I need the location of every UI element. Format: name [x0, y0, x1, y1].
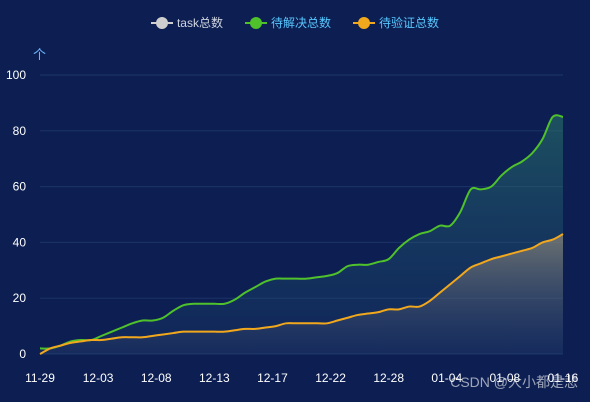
x-axis-ticks: 11-29 12-03 12-08 12-13 12-17 12-22 12-28 01-04…	[25, 371, 579, 385]
legend-marker-icon	[150, 16, 173, 29]
x-tick-label: 12-22	[315, 371, 346, 385]
x-tick-label: 12-17	[257, 371, 288, 385]
y-tick-label: 20	[13, 291, 27, 305]
x-tick-label: 11-29	[25, 371, 55, 385]
y-tick-label: 60	[13, 180, 27, 194]
legend-label: task总数	[176, 16, 223, 30]
legend-item-pending-verify[interactable]: 待验证总数	[353, 14, 439, 31]
y-tick-label: 100	[6, 68, 26, 82]
legend-marker-icon	[244, 16, 267, 29]
x-tick-label: 01-16	[548, 371, 579, 385]
x-tick-label: 12-28	[373, 371, 404, 385]
x-tick-label: 12-13	[199, 371, 230, 385]
watermark: CSDN @大小都是悲	[450, 374, 578, 390]
series-area	[40, 115, 563, 355]
y-tick-label: 40	[13, 235, 27, 249]
x-tick-label: 12-03	[83, 371, 114, 385]
legend-item-task-total[interactable]: task总数	[150, 14, 223, 31]
legend-label: 待验证总数	[379, 16, 440, 30]
series-line[interactable]	[39, 233, 564, 355]
y-axis-ticks: 0 20 40 60 80 100	[6, 68, 26, 361]
legend-marker-icon	[353, 16, 375, 29]
legend-item-pending-resolve[interactable]: 待解决总数	[244, 14, 331, 31]
x-tick-label: 12-08	[141, 371, 172, 385]
legend-label: 待解决总数	[270, 16, 331, 30]
y-axis-name: 个	[33, 47, 47, 62]
y-tick-label: 80	[13, 124, 27, 138]
series-lines	[39, 114, 564, 355]
series-line[interactable]	[39, 114, 564, 350]
series-areas	[40, 115, 563, 355]
y-tick-label: 0	[19, 347, 26, 361]
series-area	[40, 234, 563, 354]
x-tick-label: 01-08	[490, 371, 521, 385]
legend: task总数 待解决总数 待验证总数	[0, 14, 590, 31]
x-tick-label: 01-04	[431, 371, 462, 385]
